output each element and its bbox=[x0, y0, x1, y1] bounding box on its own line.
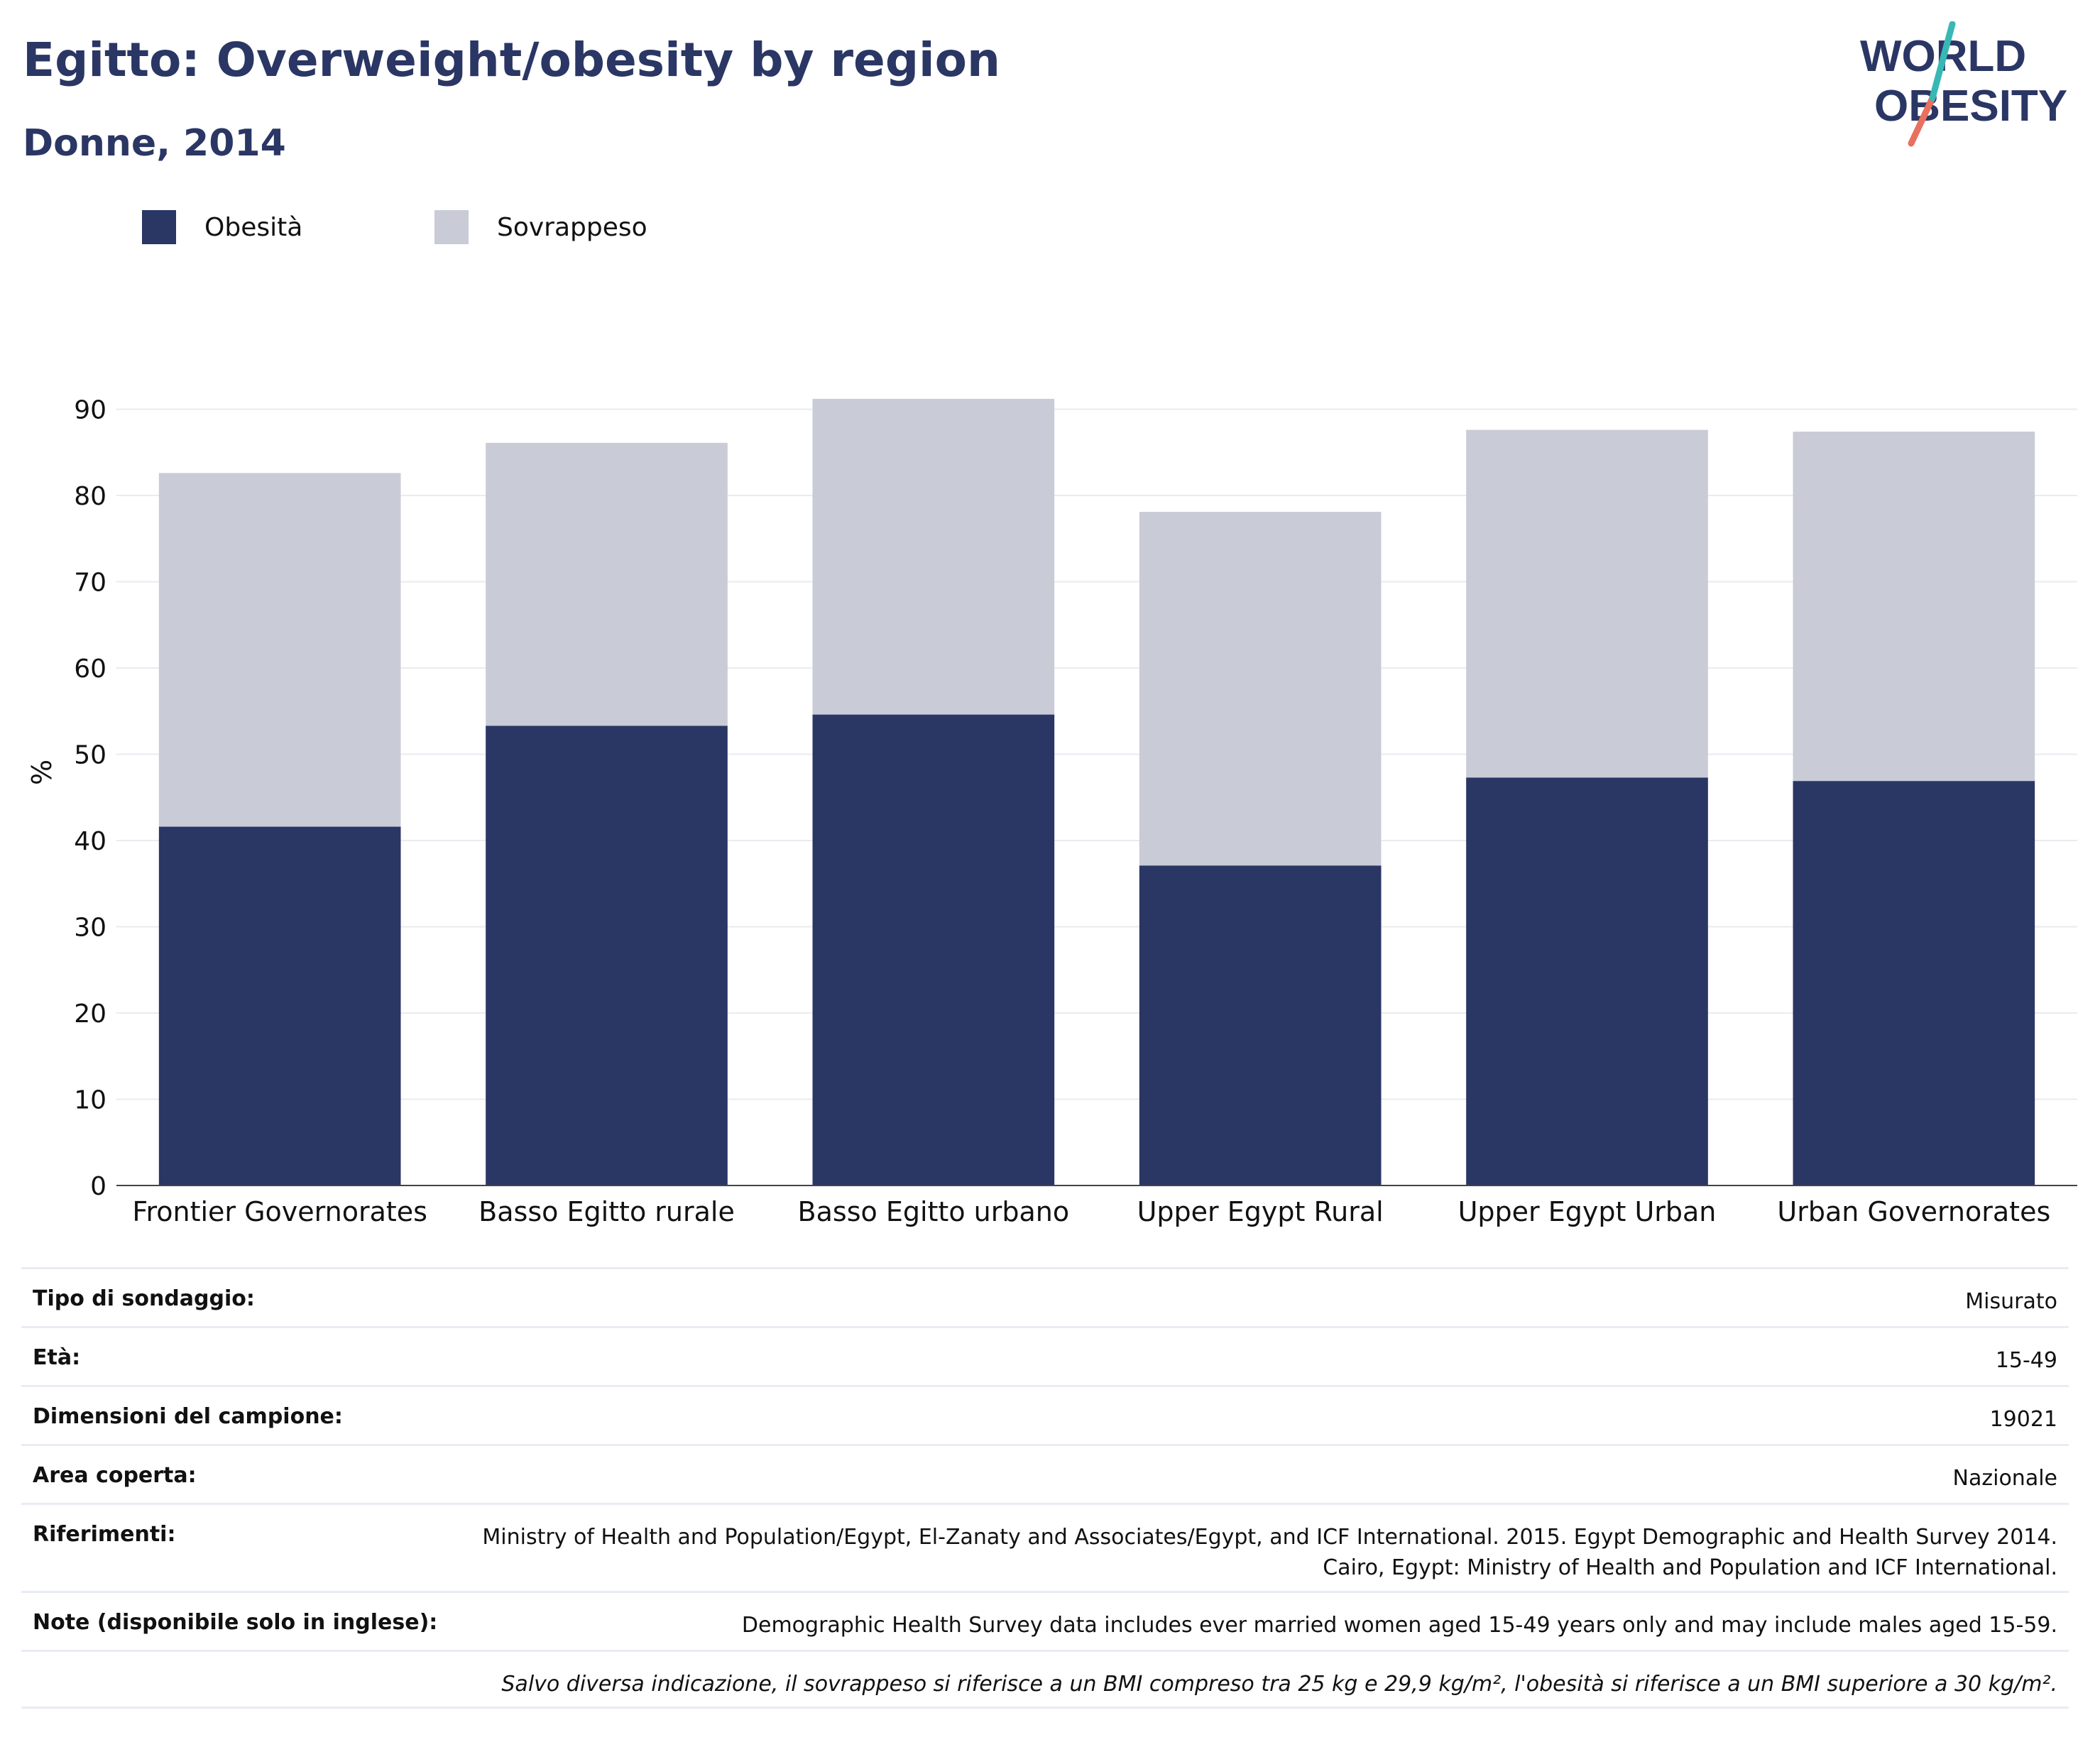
meta-key: Area coperta: bbox=[33, 1463, 197, 1488]
y-tick-label-50: 50 bbox=[74, 740, 106, 770]
legend-label-overweight: Sovrappeso bbox=[497, 212, 647, 242]
x-tick-label-5: Urban Governorates bbox=[1777, 1196, 2050, 1227]
bar-obesity-2[interactable] bbox=[812, 714, 1055, 1185]
meta-row-area: Area coperta: Nazionale bbox=[21, 1444, 2069, 1503]
bar-layer bbox=[158, 398, 2035, 1185]
y-axis-label: % bbox=[26, 760, 58, 785]
legend-swatch-overweight bbox=[434, 210, 469, 244]
meta-value: Nazionale bbox=[1952, 1466, 2057, 1491]
meta-row-references: Riferimenti: Ministry of Health and Popu… bbox=[21, 1503, 2069, 1591]
legend-swatch-obesity bbox=[142, 210, 176, 244]
logo-slash-coral bbox=[1908, 94, 1936, 147]
y-tick-label-90: 90 bbox=[74, 395, 106, 425]
x-tick-label-4: Upper Egypt Urban bbox=[1458, 1196, 1717, 1227]
y-tick-label-60: 60 bbox=[74, 655, 106, 684]
bar-overweight-1[interactable] bbox=[486, 442, 728, 726]
meta-row-notes: Note (disponibile solo in inglese): Demo… bbox=[21, 1591, 2069, 1650]
bar-obesity-3[interactable] bbox=[1139, 865, 1382, 1185]
bar-obesity-5[interactable] bbox=[1793, 781, 2035, 1185]
bmi-footnote: Salvo diversa indicazione, il sovrappeso… bbox=[501, 1672, 2057, 1697]
meta-key: Tipo di sondaggio: bbox=[33, 1286, 255, 1311]
axis-layer: 0 10 20 30 40 50 60 70 80 90 Frontier Governorates… bbox=[74, 395, 2077, 1227]
x-tick-label-1: Basso Egitto rurale bbox=[478, 1196, 735, 1227]
meta-value: 19021 bbox=[1989, 1407, 2057, 1432]
legend-item-overweight[interactable]: Sovrappeso bbox=[434, 210, 647, 244]
legend-item-obesity[interactable]: Obesità bbox=[142, 210, 302, 244]
bar-obesity-1[interactable] bbox=[486, 725, 728, 1185]
chart-title: Egitto: Overweight/obesity by region bbox=[23, 33, 1001, 87]
y-tick-label-30: 30 bbox=[74, 913, 106, 942]
chart-subtitle: Donne, 2014 bbox=[23, 122, 286, 165]
meta-value: Demographic Health Survey data includes … bbox=[741, 1613, 2057, 1638]
meta-key: Riferimenti: bbox=[33, 1522, 176, 1547]
y-tick-label-0: 0 bbox=[90, 1172, 106, 1201]
world-obesity-logo: WORLD OBESITY bbox=[1860, 21, 2067, 147]
y-tick-label-20: 20 bbox=[74, 1000, 106, 1029]
logo-line-2: OBESITY bbox=[1874, 82, 2067, 131]
stacked-bar-chart: 0 10 20 30 40 50 60 70 80 90 Frontier Governorates… bbox=[26, 395, 2077, 1227]
y-tick-label-80: 80 bbox=[74, 482, 106, 511]
bar-overweight-0[interactable] bbox=[158, 473, 401, 827]
y-tick-label-10: 10 bbox=[74, 1085, 106, 1115]
meta-key: Dimensioni del campione: bbox=[33, 1404, 343, 1429]
legend-label-obesity: Obesità bbox=[204, 212, 303, 242]
logo-slash-teal bbox=[1929, 21, 1956, 102]
bar-overweight-2[interactable] bbox=[812, 398, 1055, 715]
meta-row-sample-size: Dimensioni del campione: 19021 bbox=[21, 1385, 2069, 1444]
metadata-table: Tipo di sondaggio: Misurato Età: 15-49 D… bbox=[21, 1267, 2069, 1709]
bar-overweight-5[interactable] bbox=[1793, 432, 2035, 782]
meta-row-age: Età: 15-49 bbox=[21, 1326, 2069, 1385]
meta-row-footnote: Salvo diversa indicazione, il sovrappeso… bbox=[21, 1650, 2069, 1709]
x-tick-label-2: Basso Egitto urbano bbox=[798, 1196, 1070, 1227]
y-tick-label-70: 70 bbox=[74, 568, 106, 597]
meta-value: 15-49 bbox=[1995, 1348, 2057, 1373]
grid-layer bbox=[116, 408, 2077, 1100]
y-tick-label-40: 40 bbox=[74, 827, 106, 856]
bar-overweight-4[interactable] bbox=[1466, 429, 1708, 778]
x-tick-label-3: Upper Egypt Rural bbox=[1137, 1196, 1384, 1227]
meta-key: Note (disponibile solo in inglese): bbox=[33, 1610, 438, 1635]
bar-obesity-0[interactable] bbox=[158, 826, 401, 1185]
meta-value: Misurato bbox=[1965, 1289, 2057, 1314]
meta-value: Ministry of Health and Population/Egypt,… bbox=[482, 1525, 2057, 1580]
bar-obesity-4[interactable] bbox=[1466, 777, 1708, 1185]
meta-key: Età: bbox=[33, 1345, 81, 1370]
bar-overweight-3[interactable] bbox=[1139, 512, 1382, 866]
x-tick-label-0: Frontier Governorates bbox=[132, 1196, 427, 1227]
meta-row-survey-type: Tipo di sondaggio: Misurato bbox=[21, 1267, 2069, 1326]
